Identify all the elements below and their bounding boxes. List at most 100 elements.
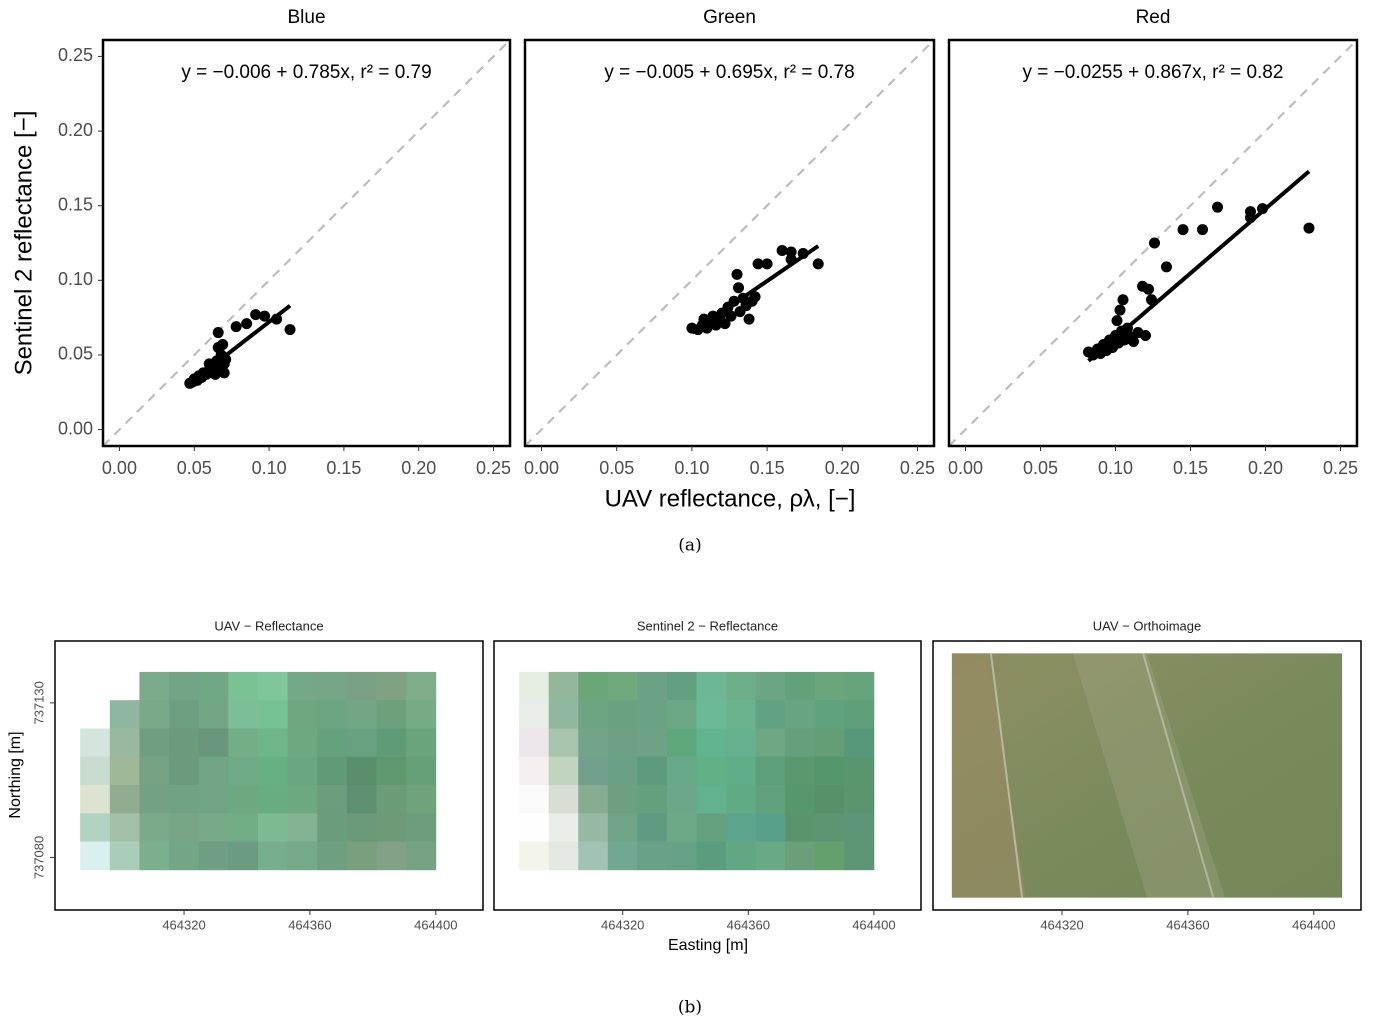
raster-cell <box>80 785 110 814</box>
x-tick-label: 0.10 <box>674 458 709 478</box>
raster-cell <box>697 700 727 729</box>
data-point <box>217 339 228 350</box>
raster-cell <box>756 728 786 757</box>
raster-cell <box>377 757 407 786</box>
raster-cell <box>347 785 377 814</box>
raster-cell <box>637 700 667 729</box>
raster-cell <box>139 728 169 757</box>
x-tick-label: 0.05 <box>599 458 634 478</box>
raster-cell <box>815 757 845 786</box>
data-point <box>1143 284 1154 295</box>
y-tick-label: 737130 <box>31 681 46 724</box>
raster-cell <box>406 842 436 871</box>
raster-cell <box>377 672 407 701</box>
raster-cell <box>377 842 407 871</box>
y-tick-label: 737080 <box>31 836 46 879</box>
raster-cell <box>406 757 436 786</box>
raster-cell <box>199 813 229 842</box>
x-tick-label: 0.15 <box>750 458 785 478</box>
raster-cell <box>667 757 697 786</box>
x-tick-label: 0.10 <box>252 458 287 478</box>
raster-cell <box>406 672 436 701</box>
raster-cell <box>228 728 258 757</box>
raster-cell <box>549 700 579 729</box>
raster-cell <box>756 700 786 729</box>
raster-cell <box>637 672 667 701</box>
data-point <box>1212 202 1223 213</box>
data-point <box>1304 223 1315 234</box>
raster-cell <box>578 700 608 729</box>
raster-cell <box>785 813 815 842</box>
raster-cell <box>785 672 815 701</box>
raster-cell <box>697 842 727 871</box>
raster-cell <box>258 700 288 729</box>
raster-cell <box>726 813 756 842</box>
raster-cell <box>785 785 815 814</box>
fit-line <box>190 306 290 384</box>
raster-cell <box>578 728 608 757</box>
raster-cell <box>578 672 608 701</box>
raster-cell <box>549 842 579 871</box>
y-tick-label: 0.00 <box>58 418 93 438</box>
raster-cell <box>288 813 318 842</box>
raster-cell <box>815 785 845 814</box>
data-point <box>744 314 755 325</box>
facet-title: Green <box>703 7 756 28</box>
raster-cell <box>317 672 347 701</box>
raster-cell <box>317 842 347 871</box>
raster-cell <box>199 785 229 814</box>
raster-cell <box>139 813 169 842</box>
raster-cell <box>637 785 667 814</box>
x-tick-label: 464360 <box>1166 917 1209 932</box>
raster-cell <box>726 757 756 786</box>
raster-cell <box>228 672 258 701</box>
x-tick-label: 464360 <box>288 917 331 932</box>
raster-cell <box>549 672 579 701</box>
raster-cell <box>228 700 258 729</box>
data-point <box>813 258 824 269</box>
x-tick-label: 0.00 <box>102 458 137 478</box>
raster-cell <box>317 757 347 786</box>
raster-cell <box>199 842 229 871</box>
data-point <box>285 324 296 335</box>
raster-cell <box>169 700 199 729</box>
raster-cell <box>288 700 318 729</box>
raster-cell <box>726 785 756 814</box>
x-axis-title: Easting [m] <box>668 937 748 954</box>
x-tick-label: 0.10 <box>1098 458 1133 478</box>
x-tick-label: 0.20 <box>1248 458 1283 478</box>
raster-cell <box>169 813 199 842</box>
y-axis-title: Northing [m] <box>7 731 24 818</box>
raster-cell <box>608 842 638 871</box>
raster-cell <box>139 785 169 814</box>
raster-cell <box>667 813 697 842</box>
raster-cell <box>519 757 549 786</box>
raster-cell <box>228 757 258 786</box>
facet-title: Red <box>1136 7 1171 28</box>
raster-cell <box>406 700 436 729</box>
raster-cell <box>288 728 318 757</box>
facet-title: Blue <box>287 7 325 28</box>
raster-cell <box>785 757 815 786</box>
raster-cell <box>815 842 845 871</box>
x-tick-label: 0.20 <box>825 458 860 478</box>
raster-cell <box>637 842 667 871</box>
raster-cell <box>347 842 377 871</box>
raster-cell <box>110 700 140 729</box>
raster-cell <box>697 672 727 701</box>
equation: y = −0.006 + 0.785x, r² = 0.79 <box>181 62 431 83</box>
y-tick-label: 0.15 <box>58 194 93 214</box>
raster-cell <box>406 813 436 842</box>
raster-cell <box>258 813 288 842</box>
raster-cell <box>199 728 229 757</box>
raster-cell <box>258 785 288 814</box>
raster-cell <box>288 672 318 701</box>
raster-cell <box>519 672 549 701</box>
raster-cell <box>667 842 697 871</box>
raster-cell <box>258 728 288 757</box>
raster-cell <box>199 757 229 786</box>
raster-cell <box>844 728 874 757</box>
raster-cell <box>697 728 727 757</box>
raster-cell <box>169 757 199 786</box>
raster-cell <box>844 842 874 871</box>
